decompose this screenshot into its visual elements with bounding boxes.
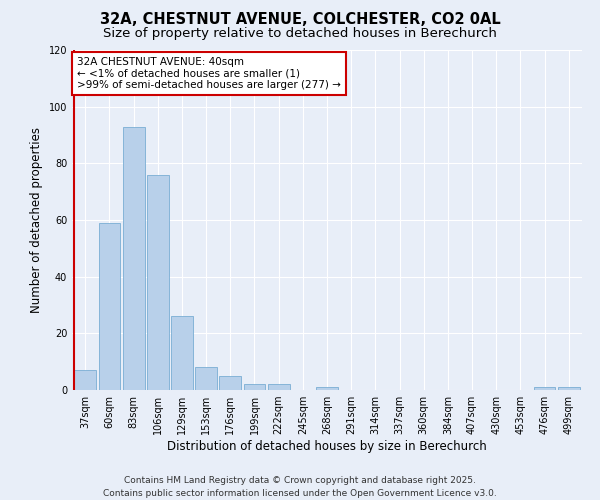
Text: 32A CHESTNUT AVENUE: 40sqm
← <1% of detached houses are smaller (1)
>99% of semi: 32A CHESTNUT AVENUE: 40sqm ← <1% of deta…	[77, 57, 341, 90]
Bar	[123, 126, 145, 390]
Bar	[268, 384, 290, 390]
Bar	[316, 387, 338, 390]
Bar	[74, 370, 96, 390]
Bar	[195, 368, 217, 390]
Text: Size of property relative to detached houses in Berechurch: Size of property relative to detached ho…	[103, 28, 497, 40]
Bar	[533, 387, 556, 390]
X-axis label: Distribution of detached houses by size in Berechurch: Distribution of detached houses by size …	[167, 440, 487, 453]
Bar	[171, 316, 193, 390]
Bar	[220, 376, 241, 390]
Bar	[147, 174, 169, 390]
Bar	[98, 223, 121, 390]
Bar	[244, 384, 265, 390]
Text: 32A, CHESTNUT AVENUE, COLCHESTER, CO2 0AL: 32A, CHESTNUT AVENUE, COLCHESTER, CO2 0A…	[100, 12, 500, 28]
Bar	[558, 387, 580, 390]
Y-axis label: Number of detached properties: Number of detached properties	[30, 127, 43, 313]
Text: Contains HM Land Registry data © Crown copyright and database right 2025.
Contai: Contains HM Land Registry data © Crown c…	[103, 476, 497, 498]
